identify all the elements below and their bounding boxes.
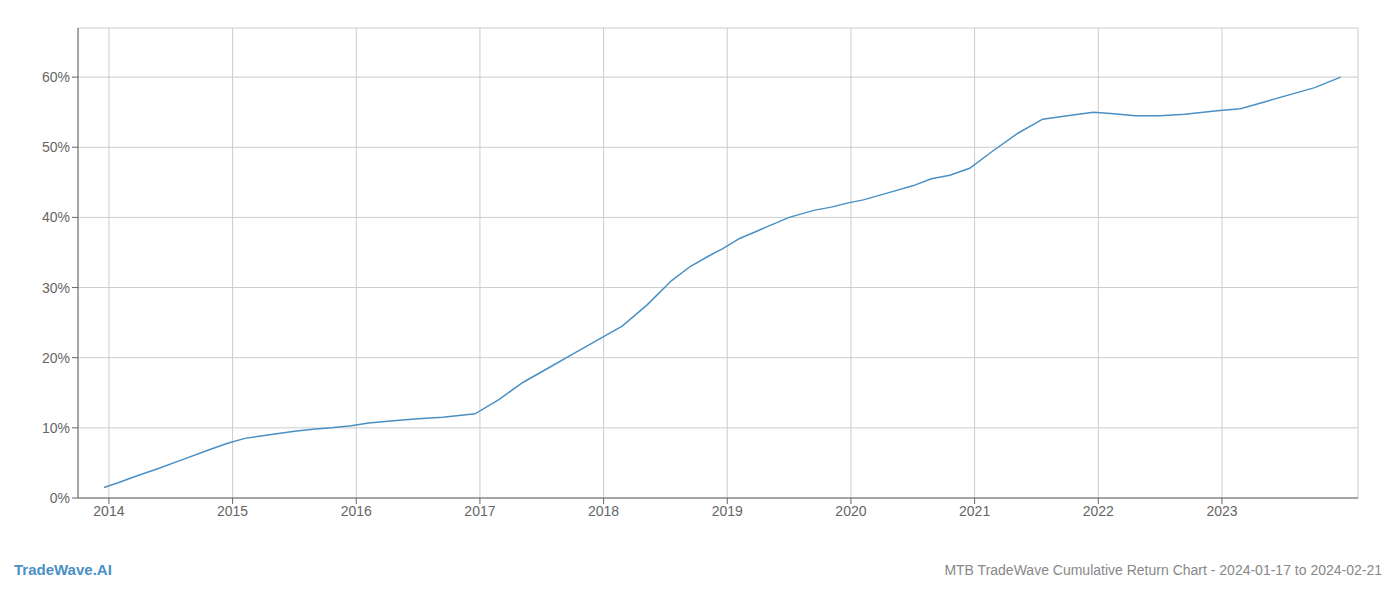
- svg-text:2020: 2020: [835, 503, 866, 519]
- svg-text:2015: 2015: [217, 503, 248, 519]
- html-text:TradeWave.AI: TradeWave.AI: [14, 561, 112, 578]
- svg-text:2018: 2018: [588, 503, 619, 519]
- svg-text:0%: 0%: [50, 490, 70, 506]
- svg-text:2021: 2021: [959, 503, 990, 519]
- svg-text:2016: 2016: [341, 503, 372, 519]
- svg-text:2023: 2023: [1206, 503, 1237, 519]
- html-text:MTB TradeWave Cumulative Retur: MTB TradeWave Cumulative Return Chart - …: [944, 562, 1382, 578]
- svg-text:2017: 2017: [464, 503, 495, 519]
- svg-text:20%: 20%: [42, 350, 70, 366]
- svg-text:2019: 2019: [712, 503, 743, 519]
- svg-text:50%: 50%: [42, 139, 70, 155]
- svg-text:40%: 40%: [42, 209, 70, 225]
- svg-text:30%: 30%: [42, 280, 70, 296]
- svg-text:10%: 10%: [42, 420, 70, 436]
- svg-text:60%: 60%: [42, 69, 70, 85]
- svg-text:2022: 2022: [1083, 503, 1114, 519]
- svg-text:2014: 2014: [93, 503, 124, 519]
